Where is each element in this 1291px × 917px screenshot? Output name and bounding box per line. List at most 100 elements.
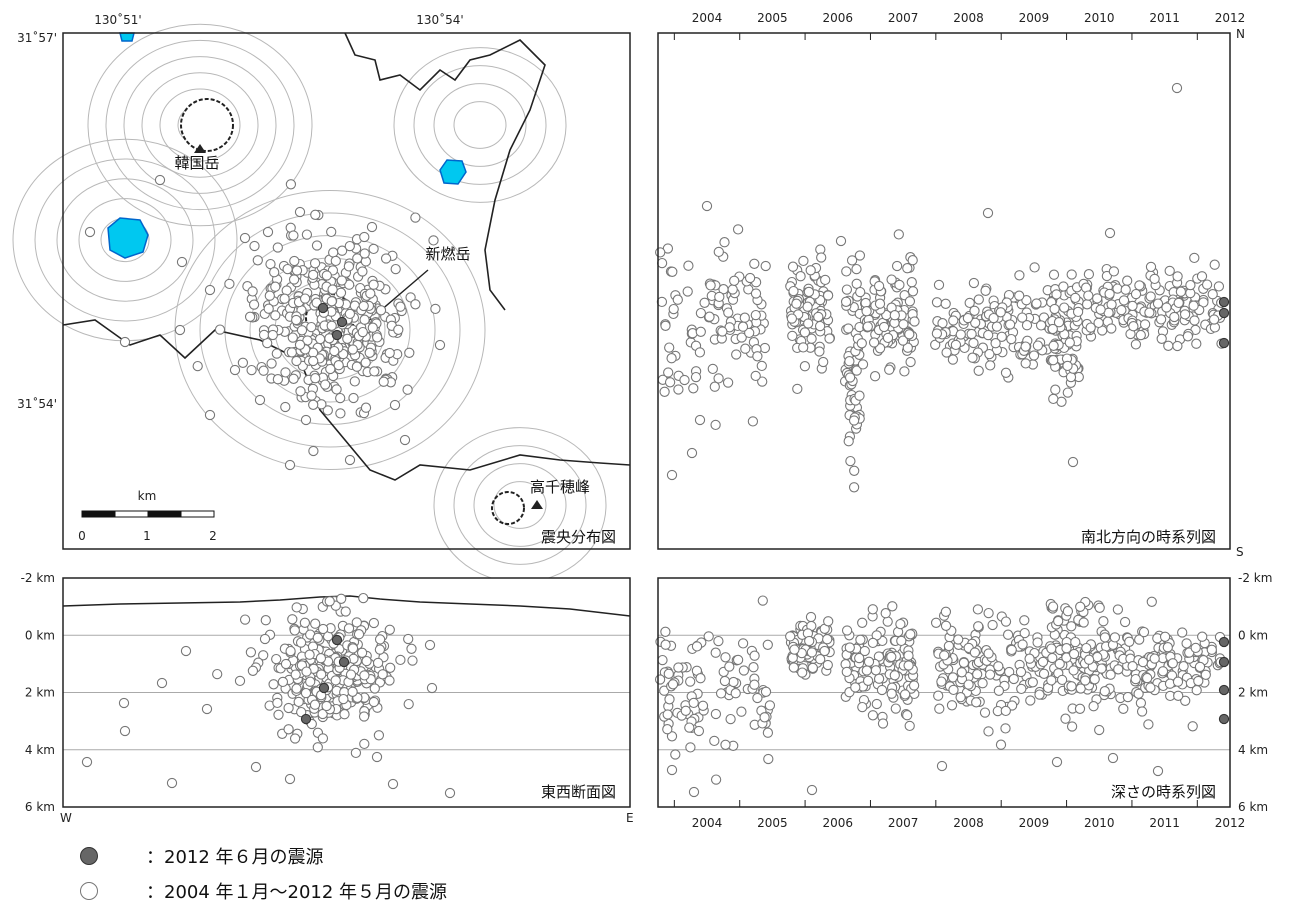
dt-point [1124, 636, 1135, 647]
dt-point [886, 651, 897, 663]
ns-point [660, 320, 671, 331]
ns-point [672, 294, 683, 305]
ew-point [291, 602, 302, 613]
scalebar-tick: 2 [209, 529, 217, 543]
ns-point [1062, 360, 1073, 372]
epicenter [84, 226, 96, 238]
ns-point [664, 342, 675, 353]
ns-point [1067, 456, 1079, 468]
dt-point [905, 629, 916, 640]
ew-point [118, 697, 130, 709]
dt-point [688, 786, 700, 798]
dt-point [662, 709, 673, 720]
ns-point [1173, 297, 1184, 309]
epicenter [174, 324, 186, 336]
ns-point [967, 352, 978, 363]
ns-point [868, 337, 880, 348]
epicenter [359, 231, 370, 243]
ns-point [1139, 319, 1151, 330]
ns-point [844, 372, 856, 383]
shinmoedake-label: 新燃岳 [425, 245, 470, 263]
epicenter [299, 293, 311, 304]
epicenter [249, 240, 260, 252]
map-title: 震央分布図 [541, 528, 616, 546]
ew-point [316, 669, 327, 680]
dt-point [977, 678, 988, 689]
ew-point [384, 675, 395, 686]
dt-point [1017, 639, 1028, 650]
epicenter [296, 325, 308, 336]
contour-line [199, 212, 461, 448]
ns-year-label: 2009 [1019, 11, 1050, 25]
ew-title: 東西断面図 [541, 783, 616, 801]
dt-point [713, 635, 724, 647]
ns-point [750, 370, 761, 382]
dt-point [664, 694, 675, 705]
ew-point [403, 633, 414, 645]
ns-point [893, 229, 904, 240]
ns-point [897, 335, 909, 346]
dt-point [1133, 688, 1144, 699]
dt-point [871, 698, 882, 710]
epicenter [389, 399, 401, 411]
ns-point [1179, 309, 1191, 320]
epicenter [308, 269, 319, 281]
ew-point [291, 683, 302, 694]
ew-point [304, 649, 315, 660]
ew-point [361, 655, 372, 667]
epicenter [267, 329, 278, 341]
ew-point [289, 625, 300, 636]
legend-text: ：2012 年６月の震源 [146, 847, 324, 868]
dt-point [1000, 705, 1011, 717]
prefecture-boundary [344, 32, 546, 311]
dt-point [973, 621, 984, 632]
epicenter [428, 235, 439, 246]
ns-point [845, 455, 856, 467]
epicenter [410, 299, 421, 310]
epicenter [176, 256, 188, 268]
ns-point [799, 361, 811, 372]
dt-point [806, 784, 818, 796]
ns-point [1050, 384, 1061, 395]
dt-point [1075, 601, 1086, 612]
ns-point [750, 309, 761, 321]
dt-point [685, 742, 696, 753]
ew-point [387, 778, 399, 790]
ew-point [245, 647, 257, 658]
dt-point [1098, 616, 1109, 627]
ns-point [948, 315, 959, 326]
dt-point [855, 634, 866, 645]
prefecture-boundary [62, 319, 631, 481]
dt-point [787, 652, 798, 663]
dt-point [903, 650, 914, 661]
ns-point [707, 363, 718, 375]
ns-point [1014, 290, 1025, 301]
dt-point [660, 639, 671, 650]
dt-point [819, 645, 830, 657]
ns-point [1083, 269, 1095, 280]
crater-lake-onami [107, 217, 149, 259]
epicenter [366, 221, 378, 233]
ns-title: 南北方向の時系列図 [1081, 528, 1216, 546]
dt-point [673, 662, 684, 673]
epicenter [430, 303, 441, 315]
ew-point [283, 724, 294, 735]
epicenter [214, 324, 226, 335]
axis-south-label: S [1236, 545, 1244, 559]
epicenter [395, 301, 406, 312]
dt-point [709, 735, 720, 747]
ew-point [372, 657, 384, 669]
dt-point [958, 657, 970, 668]
ns-point [679, 374, 690, 386]
legend-item-2004-2012: ：2004 年１月～2012 年５月の震源 [80, 877, 447, 905]
ew-point [351, 617, 362, 628]
dt-point [1002, 629, 1014, 640]
epicenter [369, 366, 380, 377]
ns-point [816, 252, 827, 263]
dt-point [1127, 661, 1138, 672]
ew-point [283, 702, 294, 714]
epicenter [287, 332, 298, 343]
epicenter [308, 355, 319, 367]
dt-point [764, 700, 776, 711]
dt-depth-label: 0 km [1238, 628, 1268, 642]
